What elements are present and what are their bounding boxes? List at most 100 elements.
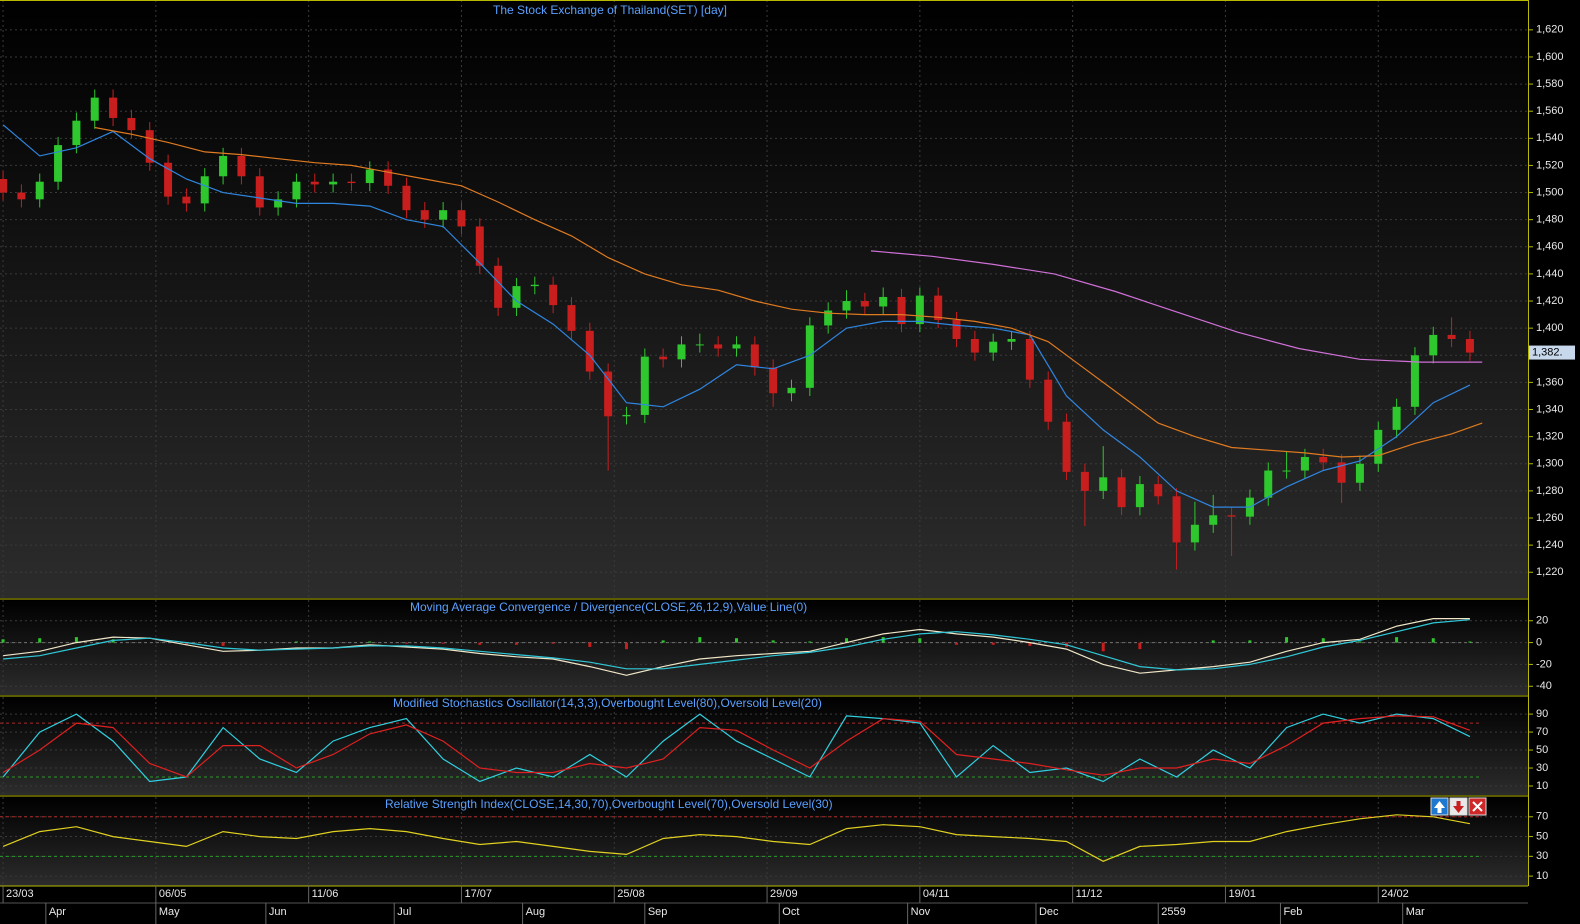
- candle-body: [164, 162, 173, 197]
- x-tick-label: Jul: [397, 906, 411, 918]
- histogram-bar: [955, 642, 959, 645]
- y-tick-label: -20: [1536, 658, 1552, 670]
- candle-body: [530, 284, 539, 287]
- candle-body: [787, 387, 796, 394]
- candle-body: [1355, 463, 1364, 483]
- candle-body: [365, 169, 374, 184]
- candle-body: [1135, 484, 1144, 508]
- histogram-bar: [661, 640, 665, 643]
- histogram-bar: [404, 642, 408, 644]
- candle-body: [274, 199, 283, 208]
- candle-body: [750, 344, 759, 368]
- candle-body: [549, 284, 558, 306]
- candle-body: [1447, 334, 1456, 340]
- y-tick-label: 1,260: [1536, 512, 1564, 524]
- move-up-button[interactable]: [1430, 797, 1449, 816]
- x-tick-label: 24/02: [1381, 888, 1409, 900]
- x-tick-label: Aug: [526, 906, 546, 918]
- candle-body: [182, 196, 191, 204]
- y-tick-label: 1,520: [1536, 159, 1564, 171]
- candle-body: [457, 210, 466, 227]
- histogram-bar: [74, 637, 78, 643]
- candle-body: [989, 341, 998, 353]
- histogram-bar: [1, 639, 5, 643]
- y-tick-label: 0: [1536, 636, 1542, 648]
- move-down-button[interactable]: [1449, 797, 1468, 816]
- candle-body: [145, 130, 154, 163]
- candle-body: [659, 356, 668, 360]
- candle-body: [347, 181, 356, 184]
- y-tick-label: -40: [1536, 680, 1552, 692]
- histogram-bar: [918, 638, 922, 643]
- panel-bg: [0, 797, 1528, 886]
- series-line: [3, 618, 1470, 676]
- candle-body: [90, 97, 99, 121]
- candle-body: [1099, 477, 1108, 491]
- candle-body: [1190, 524, 1199, 543]
- histogram-bar: [1395, 637, 1399, 643]
- x-tick-label: 25/08: [617, 888, 645, 900]
- histogram-bar: [368, 641, 372, 643]
- histogram-bar: [1468, 641, 1472, 643]
- y-tick-label: 1,240: [1536, 539, 1564, 551]
- histogram-bar: [1138, 642, 1142, 650]
- y-tick-label: 70: [1536, 726, 1548, 738]
- candle-body: [640, 356, 649, 415]
- close-button[interactable]: [1468, 797, 1487, 816]
- y-tick-label: 1,420: [1536, 295, 1564, 307]
- y-tick-label: 50: [1536, 744, 1548, 756]
- histogram-bar: [771, 640, 775, 643]
- candle-body: [1209, 515, 1218, 525]
- plot: 1,220 1,240 1,260 1,280 1,300 1,320 1,340 1,360…: [0, 0, 1564, 886]
- x-tick-label: Dec: [1039, 906, 1059, 918]
- candle-body: [1300, 456, 1309, 471]
- histogram-bar: [1211, 640, 1215, 643]
- candle-body: [604, 371, 613, 417]
- candle-body: [255, 176, 264, 208]
- last-value-box: [1529, 345, 1575, 360]
- candle-body: [329, 181, 338, 185]
- series-line: [94, 126, 1483, 458]
- candle-body: [310, 181, 319, 185]
- x-tick-label: 23/03: [6, 888, 34, 900]
- x-tick-label: Jun: [269, 906, 287, 918]
- y-tick-label: 1,320: [1536, 431, 1564, 443]
- candle-body: [1465, 339, 1474, 353]
- candle-body: [200, 176, 209, 204]
- histogram-bar: [1431, 638, 1435, 643]
- histogram-bar: [1321, 638, 1325, 643]
- candle-body: [402, 185, 411, 211]
- candle-body: [0, 178, 8, 193]
- y-tick-label: 1,540: [1536, 132, 1564, 144]
- candle-body: [17, 192, 26, 200]
- histogram-bar: [1101, 642, 1105, 652]
- histogram-bar: [294, 641, 298, 643]
- last-value-label: 1,382.: [1532, 346, 1563, 358]
- candle-body: [769, 367, 778, 394]
- candle-body: [1282, 470, 1291, 472]
- y-tick-label: 1,480: [1536, 214, 1564, 226]
- candle-body: [1062, 421, 1071, 472]
- candle-body: [475, 226, 484, 266]
- y-tick-label: 1,580: [1536, 78, 1564, 90]
- histogram-bar: [1358, 641, 1362, 643]
- candle-body: [1337, 462, 1346, 483]
- histogram-bar: [184, 642, 188, 645]
- histogram-bar: [845, 638, 849, 643]
- y-tick-label: 10: [1536, 780, 1548, 792]
- candle-body: [1429, 334, 1438, 356]
- y-tick-label: 10: [1536, 870, 1548, 882]
- y-tick-label: 1,460: [1536, 241, 1564, 253]
- candle-body: [237, 155, 246, 177]
- candle-body: [35, 181, 44, 200]
- y-tick-label: 30: [1536, 850, 1548, 862]
- x-tick-label: 11/12: [1076, 888, 1103, 900]
- x-tick-label: Apr: [49, 906, 66, 918]
- candle-body: [915, 295, 924, 325]
- candle-body: [72, 120, 81, 146]
- x-tick-label: 2559: [1161, 906, 1185, 918]
- candle-body: [1117, 477, 1126, 508]
- panel-title: Relative Strength Index(CLOSE,14,30,70),…: [385, 797, 833, 811]
- candle-body: [824, 310, 833, 326]
